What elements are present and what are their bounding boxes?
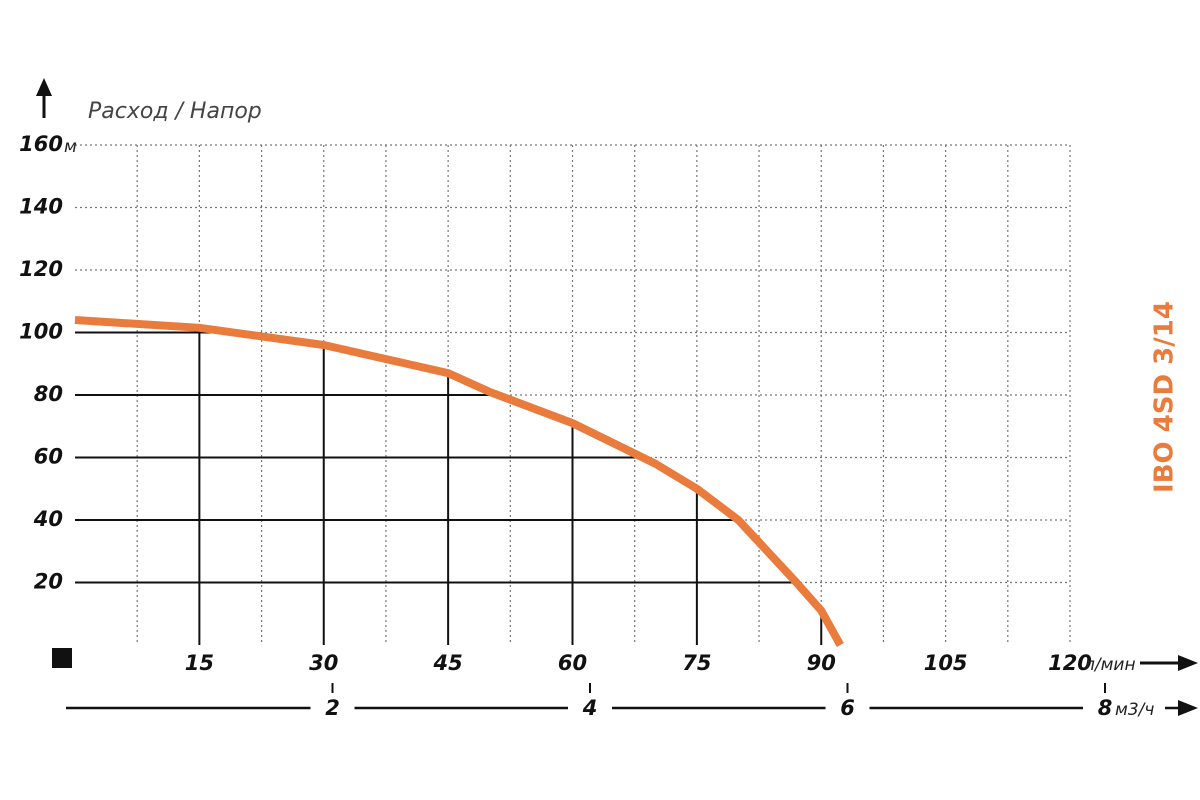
x2-tick-label: 8 — [1098, 696, 1113, 720]
y-tick-label: 160 — [19, 132, 63, 156]
x-tick-label: 90 — [807, 651, 836, 675]
y-tick-label: 100 — [19, 320, 63, 344]
y-tick-label: 60 — [34, 445, 63, 469]
x-unit: л/мин — [1083, 655, 1136, 675]
x2-unit-bg — [1113, 696, 1165, 720]
y-arrow-head — [36, 78, 52, 96]
x-tick-label: 15 — [185, 651, 214, 675]
x2-unit: м3/ч — [1115, 700, 1154, 720]
y-tick-label: 120 — [19, 257, 63, 281]
x2-label-bg — [825, 696, 870, 720]
chart-title: Расход / Напор — [88, 99, 262, 124]
origin-square — [52, 648, 72, 668]
x2-label-bg — [310, 696, 355, 720]
marks — [74, 316, 844, 647]
x2-label-bg — [568, 696, 612, 720]
x-tick-label: 75 — [682, 651, 711, 675]
x2-tick-label: 4 — [582, 696, 598, 720]
series-name: IBO 4SD 3/14 — [1150, 301, 1180, 493]
x-tick-label: 105 — [924, 651, 968, 675]
y-tick-label: 140 — [19, 195, 63, 219]
curve — [74, 316, 844, 647]
x2-tick-label: 2 — [325, 696, 340, 720]
x-tick-label: 120 — [1048, 651, 1092, 675]
y-tick-label: 40 — [33, 507, 63, 531]
x2-arrow-head — [1178, 700, 1198, 716]
y-tick-label: 20 — [34, 570, 63, 594]
y-unit: м — [64, 137, 77, 157]
x-arrow-head — [1178, 655, 1198, 671]
x2-tick-label: 6 — [840, 696, 855, 720]
x-tick-label: 45 — [433, 651, 463, 675]
y-tick-label: 80 — [34, 382, 63, 406]
x-tick-label: 60 — [558, 651, 587, 675]
x-tick-label: 30 — [309, 651, 338, 675]
